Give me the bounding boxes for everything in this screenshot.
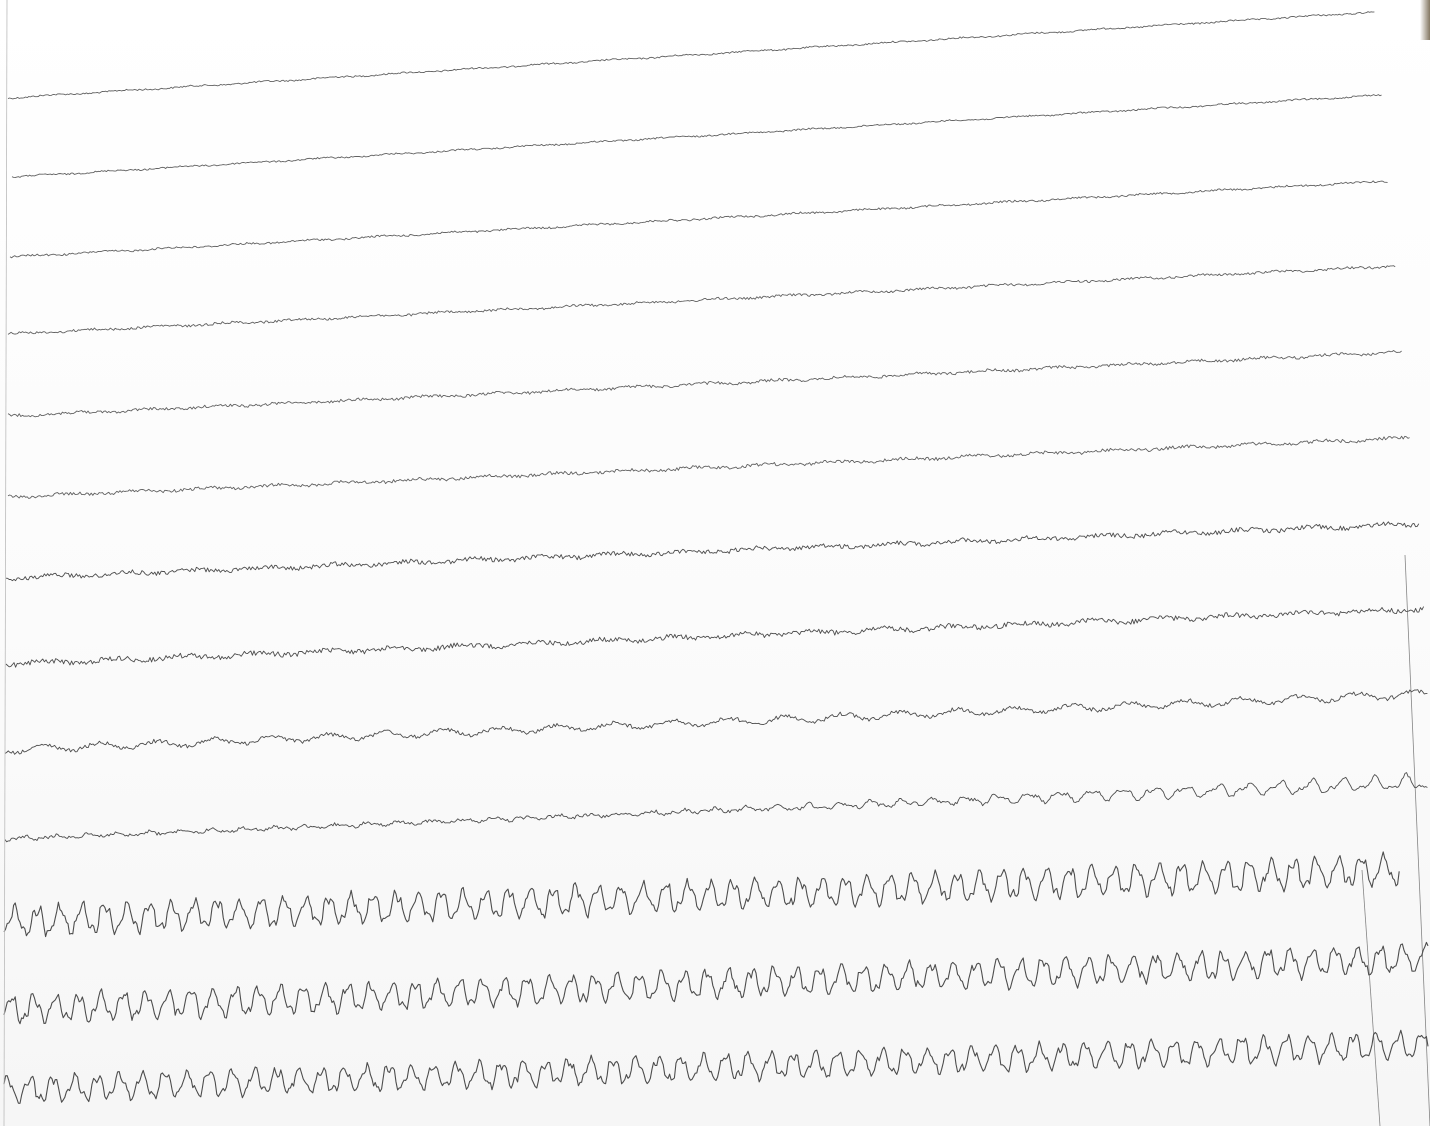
- waveform-channel-7: [5, 521, 1420, 582]
- waveform-channel-6: [7, 435, 1410, 499]
- waveform-channel-2: [11, 94, 1382, 179]
- marker-line-1: [1404, 554, 1430, 1126]
- waveform-channel-12: [3, 941, 1429, 1025]
- waveform-channel-13: [3, 1029, 1429, 1104]
- waveform-channel-5: [7, 350, 1402, 418]
- waveform-channel-3: [9, 180, 1388, 259]
- waveform-channel-1: [7, 11, 1375, 100]
- waveform-channel-4: [7, 265, 1396, 335]
- waveform-channel-10: [4, 772, 1428, 843]
- waveform-channel-9: [4, 689, 1428, 755]
- waveform-channel-8: [5, 606, 1425, 668]
- waveform-channel-11: [3, 851, 1400, 938]
- paper-edge-shadow: [1420, 0, 1430, 40]
- left-margin-line: [3, 0, 8, 1126]
- marker-line-2: [1361, 869, 1381, 1126]
